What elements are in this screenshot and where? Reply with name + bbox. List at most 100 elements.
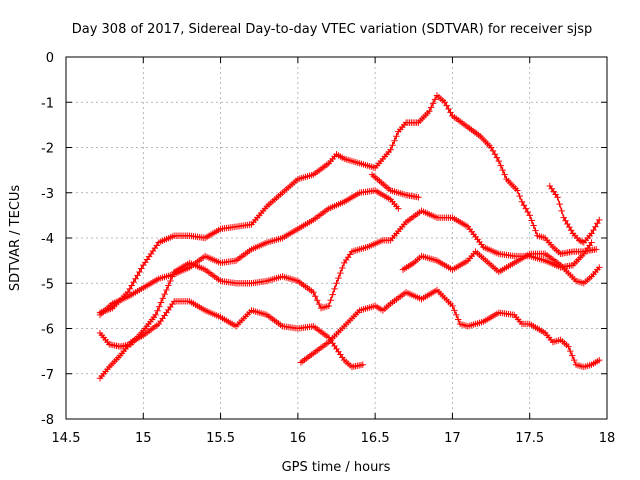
data-point	[528, 217, 535, 224]
data-point	[522, 205, 530, 212]
data-point	[556, 200, 563, 208]
data-point	[157, 299, 165, 306]
data-point	[136, 268, 143, 276]
data-point	[516, 192, 523, 200]
data-point	[167, 277, 174, 285]
data-point	[429, 100, 437, 107]
data-point	[312, 293, 319, 300]
x-tick-label: 15	[135, 431, 152, 446]
data-point	[415, 194, 422, 201]
series-track-h	[546, 182, 603, 246]
data-point	[489, 147, 497, 155]
axis-ticks: 14.5 15 15.5 16 16.5 17 17.5 18 0 -1 -2 -3 -4 -5 -6 -7 -…	[41, 51, 615, 446]
data-point	[590, 226, 597, 234]
data-point	[596, 264, 603, 271]
data-point	[163, 286, 170, 294]
data-point	[130, 278, 137, 286]
data-point	[335, 274, 342, 282]
data-point	[132, 275, 139, 282]
data-point	[594, 220, 601, 227]
y-tick-label: -4	[41, 232, 54, 247]
data-point	[359, 361, 366, 368]
data-point	[497, 162, 504, 169]
data-point	[389, 142, 396, 149]
data-point	[339, 264, 346, 272]
data-point	[138, 265, 145, 272]
y-tick-label: -1	[41, 96, 54, 111]
data-point	[152, 311, 159, 319]
data-point	[592, 246, 600, 253]
data-point	[455, 316, 462, 323]
x-tick-label: 17.5	[515, 431, 544, 446]
data-point	[487, 144, 495, 151]
data-point	[426, 108, 433, 115]
data-point	[453, 311, 460, 319]
data-point	[161, 290, 168, 298]
data-point	[443, 102, 450, 109]
series-track-f	[368, 171, 422, 201]
data-point	[331, 285, 338, 293]
x-tick-label: 16.5	[361, 431, 390, 446]
series-track-c	[96, 207, 595, 350]
data-point	[514, 187, 521, 194]
data-point	[588, 230, 595, 237]
data-point	[333, 280, 340, 287]
y-tick-label: -2	[41, 142, 54, 157]
data-point	[569, 352, 576, 359]
y-tick-label: -6	[41, 323, 54, 338]
data-point	[495, 157, 502, 165]
chart-title: Day 308 of 2017, Sidereal Day-to-day VTE…	[72, 22, 593, 37]
data-point	[491, 151, 499, 158]
data-point	[575, 237, 583, 244]
data-point	[325, 302, 332, 310]
y-tick-label: 0	[46, 51, 54, 66]
y-tick-label: -3	[41, 187, 54, 202]
data-point	[565, 343, 572, 350]
data-point	[501, 171, 508, 178]
data-point	[493, 154, 501, 161]
data-point	[577, 237, 584, 245]
data-point	[310, 289, 317, 296]
data-point	[169, 273, 176, 280]
data-point	[156, 303, 163, 310]
data-point	[449, 302, 456, 310]
data-point	[427, 104, 435, 111]
data-point	[327, 297, 334, 304]
data-point	[126, 285, 133, 293]
data-point	[451, 307, 458, 314]
data-point	[524, 208, 531, 216]
series-line	[549, 185, 600, 244]
data-point	[159, 295, 167, 302]
data-point	[134, 272, 141, 279]
data-point	[337, 269, 344, 277]
data-point	[391, 137, 398, 144]
x-tick-label: 14.5	[52, 431, 81, 446]
x-tick-label: 15.5	[206, 431, 235, 446]
y-tick-label: -7	[41, 368, 54, 383]
data-point	[128, 282, 135, 289]
data-point	[154, 307, 161, 314]
data-point	[520, 201, 528, 209]
data-point	[530, 222, 537, 229]
data-point	[592, 223, 599, 230]
x-tick-label: 17	[444, 431, 461, 446]
x-tick-label: 16	[290, 431, 307, 446]
y-tick-label: -8	[41, 413, 54, 428]
y-tick-label: -5	[41, 277, 54, 292]
data-point	[329, 291, 336, 298]
data-point	[387, 146, 394, 153]
data-point	[596, 216, 603, 224]
data-point	[447, 109, 454, 116]
data-point	[570, 356, 578, 364]
data-point	[441, 99, 448, 106]
data-point	[532, 227, 539, 234]
series-layer	[96, 92, 603, 382]
y-axis-label: SDTVAR / TECUs	[8, 185, 23, 292]
series-track-d	[96, 298, 366, 382]
data-point	[518, 198, 526, 205]
series-track-g	[399, 248, 603, 287]
data-point	[445, 105, 452, 113]
data-point	[313, 297, 321, 304]
data-point	[526, 212, 533, 219]
